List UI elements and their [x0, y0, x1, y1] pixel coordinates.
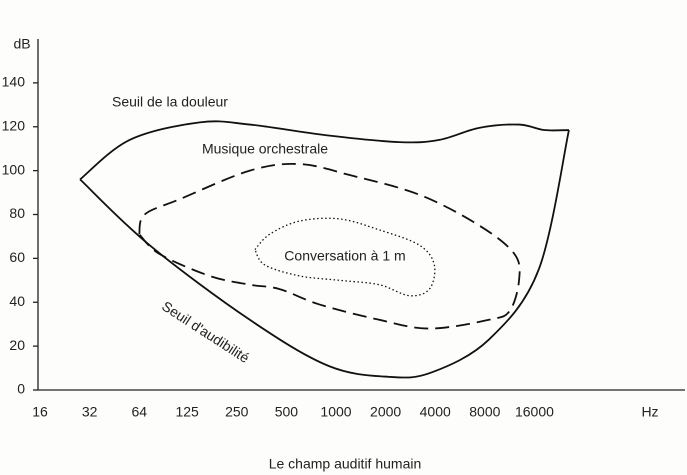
x-tick-label: 4000	[420, 404, 451, 420]
x-tick-label: 32	[82, 404, 98, 420]
x-tick-label: 500	[275, 404, 299, 420]
x-tick-label: 1000	[320, 404, 351, 420]
x-axis-label: Hz	[641, 404, 658, 420]
curve-label: Musique orchestrale	[202, 141, 328, 157]
y-tick-label: 60	[9, 249, 25, 265]
x-tick-label: 125	[175, 404, 199, 420]
x-tick-label: 2000	[370, 404, 401, 420]
x-tick-label: 16	[32, 404, 48, 420]
caption: Le champ auditif humain	[269, 456, 422, 472]
chart: Le champ auditif humain Hz dB 0 20 40 60 80 1…	[0, 0, 687, 475]
y-axis-label: dB	[13, 36, 30, 52]
curve-label: Seuil de la douleur	[112, 94, 228, 110]
curve-label: Seuil d'audibilité	[159, 298, 252, 366]
y-tick-label: 80	[9, 205, 25, 221]
curve-label: Conversation à 1 m	[284, 248, 405, 264]
x-tick-label: 64	[131, 404, 147, 420]
curve	[139, 164, 519, 329]
y-tick-label: 120	[2, 117, 26, 133]
y-tick-label: 100	[2, 161, 26, 177]
y-tick-label: 140	[2, 74, 26, 90]
x-tick-label: 250	[225, 404, 249, 420]
x-tick-label: 8000	[469, 404, 500, 420]
y-tick-label: 0	[17, 381, 25, 397]
y-tick-label: 20	[9, 337, 25, 353]
x-tick-label: 16000	[515, 404, 554, 420]
y-tick-label: 40	[9, 293, 25, 309]
